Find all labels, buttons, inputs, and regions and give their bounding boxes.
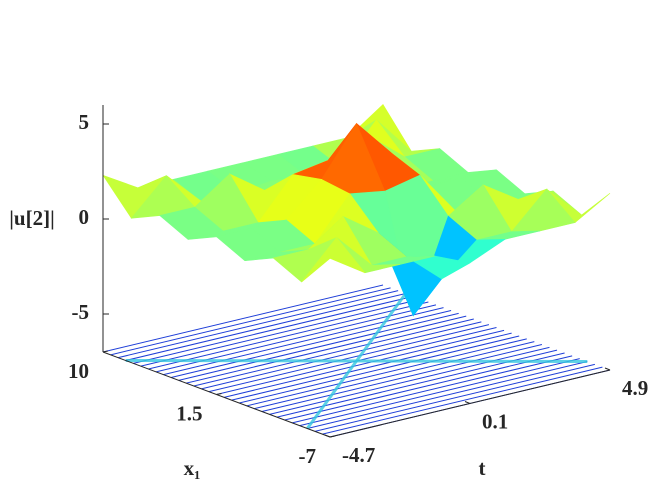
x-axis-label: x₁: [184, 456, 201, 480]
contour-decoration: [284, 352, 565, 421]
contour-decoration: [148, 301, 429, 370]
y-tick: [604, 367, 611, 371]
floor: [102, 284, 611, 438]
contour-decoration: [246, 338, 527, 407]
contour-decoration: [163, 307, 444, 376]
x-tick: [329, 435, 336, 438]
z-tick-label: -5: [72, 300, 90, 324]
contour-decoration: [239, 335, 520, 404]
contour-decoration: [223, 329, 505, 398]
y-axis-label: t: [479, 456, 486, 480]
y-tick-label: 4.9: [622, 376, 648, 400]
contour-decoration: [186, 315, 467, 384]
contour-decoration: [193, 318, 474, 387]
x-tick-label: 10: [68, 359, 89, 383]
contour-decoration: [261, 344, 543, 412]
contour-decoration: [231, 332, 512, 401]
z-tick-label: 5: [79, 110, 90, 134]
surface-patch: [301, 237, 366, 283]
z-axis-label: |u[2]|: [9, 206, 54, 230]
x-tick-label: 1.5: [176, 401, 202, 425]
contour-decoration: [269, 346, 550, 415]
contour-decoration: [299, 358, 580, 427]
y-tick: [464, 401, 471, 404]
contour-decoration: [133, 295, 414, 364]
contour-decoration: [178, 312, 459, 381]
contour-decoration: [140, 298, 421, 367]
contour-decoration: [254, 341, 535, 410]
y-tick-label: 0.1: [482, 409, 508, 433]
contour-decoration: [118, 290, 399, 359]
contour-decoration: [102, 284, 384, 353]
y-tick: [324, 434, 331, 438]
contour-decoration: [110, 287, 391, 356]
contour-decoration: [307, 361, 588, 429]
contour-decoration: [314, 363, 595, 432]
z-tick-label: 0: [79, 205, 90, 229]
x-tick: [102, 350, 109, 353]
x-tick: [216, 393, 222, 395]
contour-decoration: [201, 321, 482, 390]
x-tick-label: -7: [299, 444, 317, 468]
contour-decoration: [292, 355, 573, 424]
contour-decoration: [125, 359, 588, 363]
contour-decoration: [322, 366, 603, 435]
axes: -5 0 5 -7 1.5 10 -4.7 0.1 4.9 |u[2]| x₁ t: [9, 105, 648, 480]
surface: [102, 104, 611, 317]
contour-decoration: [208, 324, 490, 393]
y-tick-label: -4.7: [342, 443, 375, 467]
contour-decoration: [170, 310, 452, 378]
contour-decoration: [125, 293, 406, 361]
